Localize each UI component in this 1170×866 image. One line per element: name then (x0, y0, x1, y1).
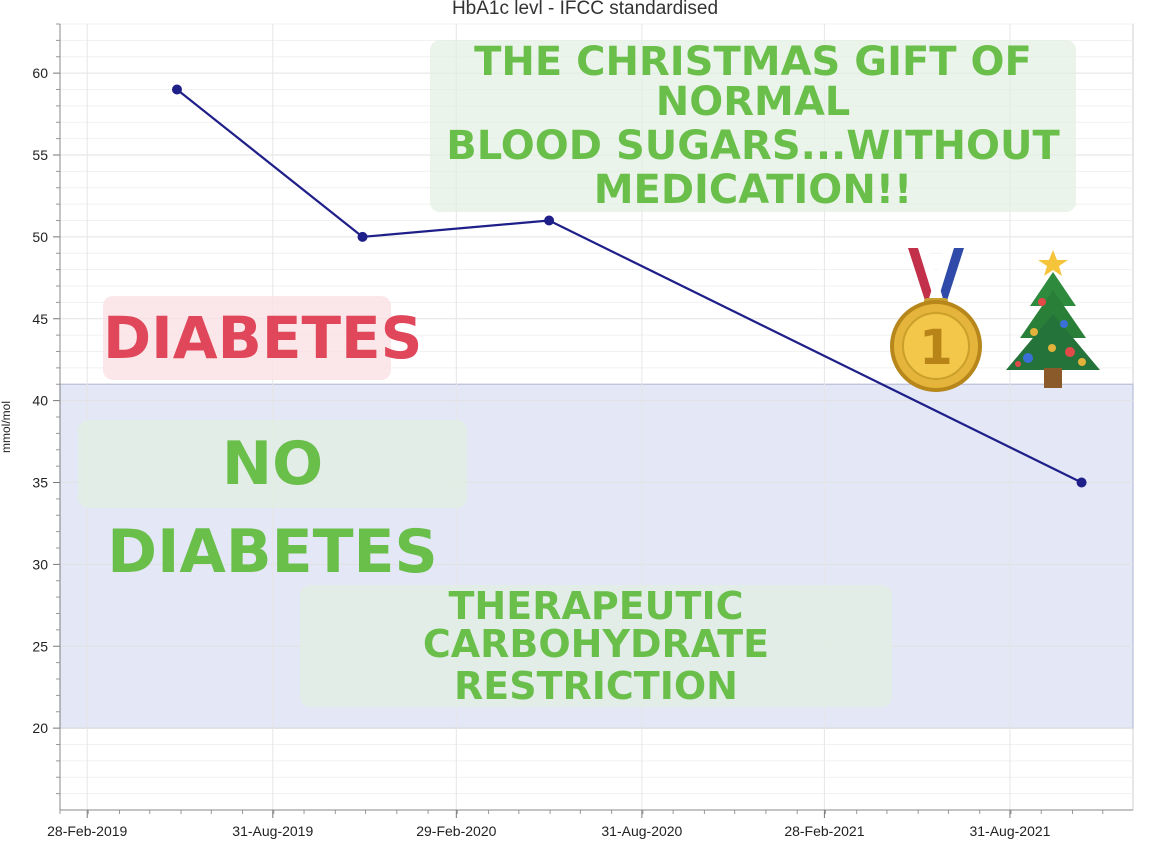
y-tick-label: 55 (32, 147, 48, 163)
data-point (171, 84, 182, 95)
gift-line-1: THE CHRISTMAS GIFT OF NORMAL (474, 39, 1032, 125)
y-tick-label: 25 (32, 638, 48, 654)
x-tick-label: 28-Feb-2019 (47, 823, 127, 839)
gift-line-2: BLOOD SUGARS...WITHOUT (446, 123, 1060, 169)
y-tick-label: 35 (32, 475, 48, 491)
gift-line-3: MEDICATION!! (593, 167, 913, 213)
data-point (357, 231, 368, 242)
x-tick-label: 28-Feb-2021 (784, 823, 864, 839)
christmas-tree-icon (1006, 250, 1100, 388)
y-tick-label: 50 (32, 229, 48, 245)
x-tick-label: 31-Aug-2019 (232, 823, 313, 839)
x-tick-label: 31-Aug-2021 (969, 823, 1050, 839)
svg-text:1: 1 (919, 320, 952, 376)
first-place-medal-icon: 1 (890, 248, 982, 392)
y-tick-label: 20 (32, 720, 48, 736)
data-point (1076, 477, 1087, 488)
y-tick-label: 45 (32, 311, 48, 327)
y-tick-label: 40 (32, 393, 48, 409)
y-tick-label: 30 (32, 556, 48, 572)
x-tick-label: 31-Aug-2020 (601, 823, 682, 839)
therapy-annotation: THERAPEUTIC CARBOHYDRATE RESTRICTION (300, 585, 892, 707)
y-tick-label: 60 (32, 65, 48, 81)
therapy-line-2: RESTRICTION (454, 664, 738, 708)
x-tick-label: 29-Feb-2020 (416, 823, 496, 839)
no-diabetes-label: NO DIABETES (78, 420, 467, 587)
diabetes-label: DIABETES (103, 296, 422, 380)
christmas-gift-annotation: THE CHRISTMAS GIFT OF NORMAL BLOOD SUGAR… (430, 40, 1076, 212)
therapy-line-1: THERAPEUTIC CARBOHYDRATE (422, 584, 770, 666)
data-point (544, 215, 555, 226)
chart-title: HbA1c levl - IFCC standardised (451, 0, 719, 19)
series-line (176, 88, 1083, 484)
